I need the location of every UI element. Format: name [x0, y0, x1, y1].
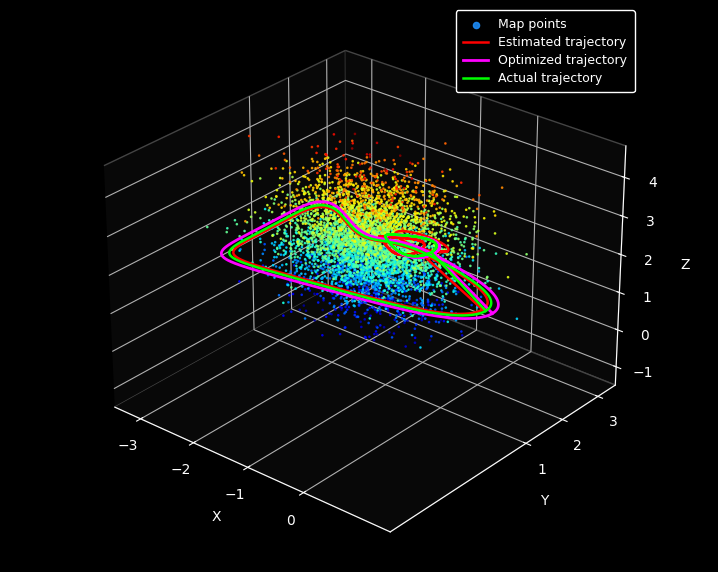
Y-axis label: Y: Y — [540, 494, 548, 509]
X-axis label: X: X — [212, 510, 221, 524]
Legend: Map points, Estimated trajectory, Optimized trajectory, Actual trajectory: Map points, Estimated trajectory, Optimi… — [456, 10, 635, 93]
